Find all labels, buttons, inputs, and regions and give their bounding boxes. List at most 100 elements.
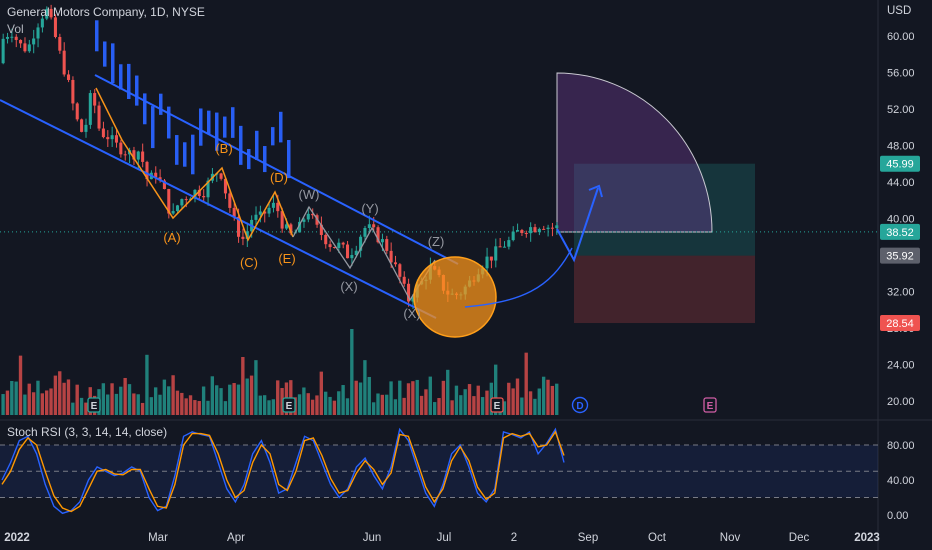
candle-body: [411, 297, 415, 302]
volume-bar: [371, 402, 376, 415]
candle-body: [359, 236, 363, 251]
volume-bar: [323, 391, 328, 415]
volume-bar: [1, 394, 5, 415]
volume-bar: [437, 398, 441, 415]
candle-body: [154, 172, 158, 178]
target-zone: [574, 163, 755, 256]
volume-bar: [162, 379, 167, 415]
candle-body: [40, 18, 44, 28]
candle-body: [258, 211, 262, 215]
volume-bar: [306, 393, 310, 415]
price-tick-label: 40.00: [887, 213, 915, 225]
currency-label[interactable]: USD: [887, 5, 912, 17]
candle-body: [485, 256, 489, 269]
volume-bar: [402, 397, 406, 415]
channel-lower-line: [0, 99, 437, 319]
volume-bar: [219, 388, 223, 415]
candle-body: [311, 213, 315, 216]
projection-bar: [279, 111, 283, 143]
volume-bar: [511, 388, 515, 415]
candle-body: [550, 227, 554, 229]
candle-body: [202, 196, 206, 198]
candle-body: [71, 79, 75, 104]
stoch-tick-label: 80.00: [887, 440, 915, 452]
volume-bar: [476, 385, 480, 415]
volume-bar: [467, 384, 472, 415]
stoch-band-fill: [0, 445, 878, 498]
candle-body: [228, 193, 232, 208]
price-tag-entry: 35.92: [880, 247, 920, 264]
wave-label-orange: (E): [278, 251, 295, 266]
projection-bar: [199, 108, 203, 146]
candle-body: [407, 283, 411, 302]
time-tick-label: Sep: [578, 532, 598, 544]
candle-body: [328, 244, 332, 248]
volume-bar: [276, 380, 280, 415]
volume-bar: [193, 400, 197, 415]
stoch-tick-label: 0.00: [887, 510, 908, 522]
candle-body: [197, 189, 201, 197]
candle-body: [542, 228, 546, 230]
volume-bar: [171, 375, 175, 415]
volume-bar: [49, 388, 53, 415]
volume-bar: [533, 398, 537, 415]
projection-bar: [207, 110, 211, 135]
channel-upper-line: [94, 74, 459, 265]
projection-bar: [167, 106, 171, 139]
earnings-marker[interactable]: E: [87, 397, 101, 413]
volume-bar: [106, 394, 110, 415]
stoch-rsi-pane: 80.00 40.00 0.00: [0, 427, 915, 522]
candle-body: [106, 137, 110, 140]
volume-bar: [398, 380, 402, 415]
wave-label-orange: (D): [270, 170, 288, 185]
volume-bar: [184, 398, 188, 415]
symbol-title[interactable]: General Motors Company, 1D, NYSE: [7, 5, 205, 19]
volume-bar: [62, 382, 66, 415]
volume-bar: [132, 393, 136, 415]
candle-body: [393, 262, 398, 265]
candle-body: [114, 135, 119, 143]
candle-body: [341, 242, 345, 245]
volume-bar: [328, 396, 332, 415]
volume-bar: [258, 395, 262, 415]
candle-body: [1, 38, 5, 64]
volume-bar: [119, 386, 123, 415]
candle-body: [123, 154, 127, 156]
volume-bar: [228, 384, 232, 415]
volume-bar: [341, 385, 345, 415]
candle-body: [75, 103, 79, 120]
candle-body: [10, 36, 14, 38]
volume-bar: [84, 402, 88, 415]
drawings[interactable]: (A) (B) (C) (D) (E) (W) (X) (Y) (X) (Z): [0, 74, 603, 338]
future-earnings-marker[interactable]: E: [703, 397, 717, 413]
earnings-marker[interactable]: E: [490, 397, 504, 413]
stoch-series-line: [1, 427, 565, 515]
projection-arrow-head: [588, 184, 603, 198]
projection-bar: [175, 135, 179, 165]
projection-bar: [287, 139, 291, 179]
candle-body: [537, 228, 541, 233]
candle-body: [332, 247, 336, 249]
candle-body: [502, 246, 506, 248]
volume-bar: [472, 396, 476, 415]
volume-bar: [411, 381, 415, 415]
stoch-rsi-label[interactable]: Stoch RSI (3, 3, 14, 14, close): [7, 425, 168, 439]
volume-bar: [18, 355, 23, 415]
candle-body: [158, 177, 162, 181]
earnings-marker[interactable]: E: [282, 397, 296, 413]
price-tag-bg: [880, 155, 920, 172]
volume-label[interactable]: Vol: [7, 22, 24, 36]
volume-bar: [520, 397, 524, 415]
wave-label-orange: (A): [163, 230, 180, 245]
volume-bar: [158, 394, 162, 415]
dividend-marker[interactable]: D: [571, 396, 589, 414]
candle-body: [254, 214, 258, 220]
volume-bar: [136, 394, 140, 415]
candle-body: [5, 36, 10, 39]
candle-body: [284, 224, 289, 229]
stoch-tick-label: 40.00: [887, 475, 915, 487]
price-tick-label: 48.00: [887, 140, 915, 152]
candle-body: [32, 38, 36, 45]
